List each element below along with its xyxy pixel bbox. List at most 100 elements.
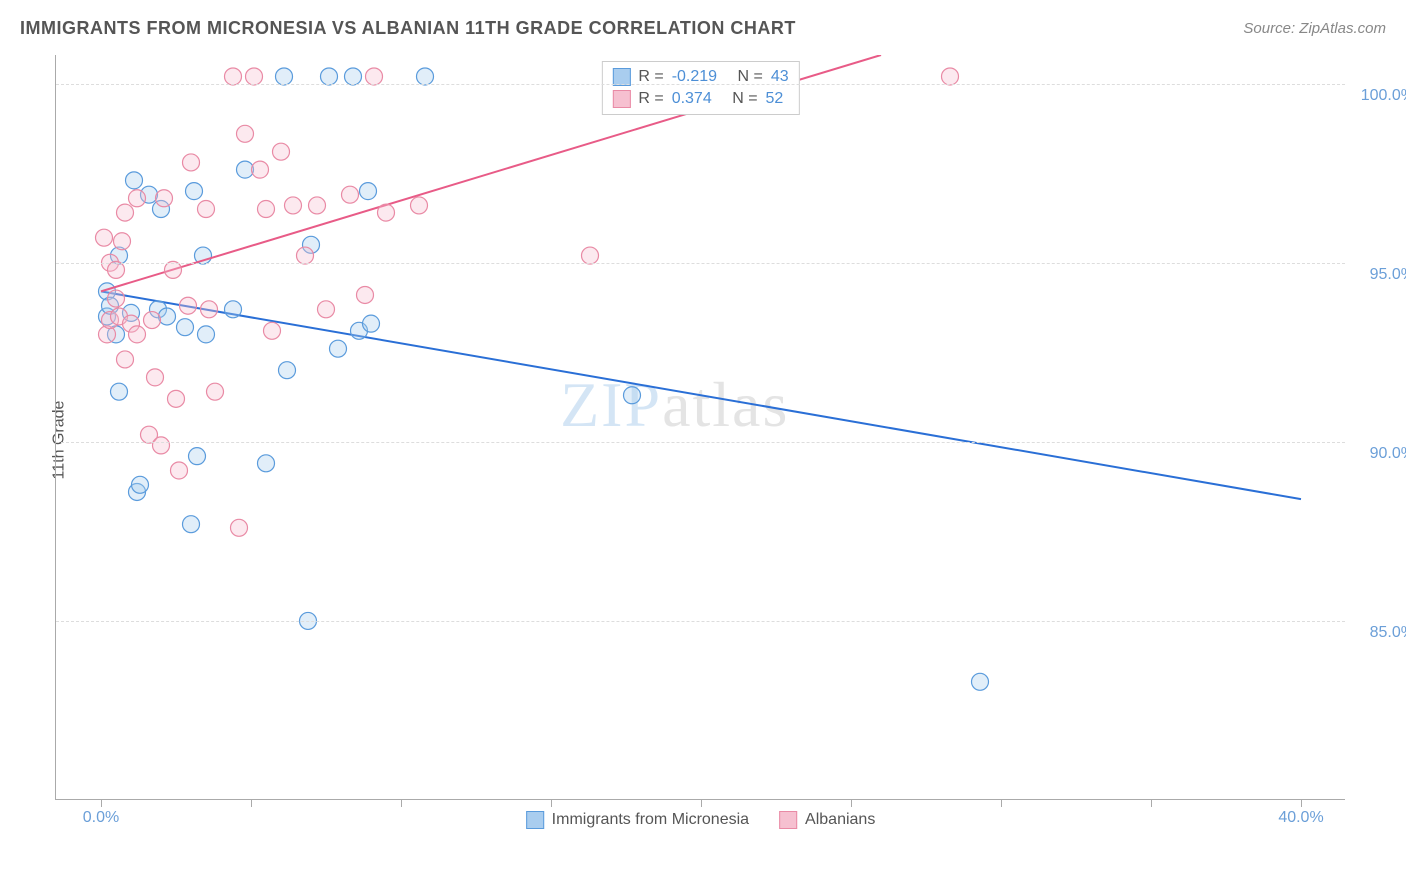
- x-tick-label: 40.0%: [1278, 809, 1323, 827]
- x-tick: [101, 799, 102, 807]
- data-point-albanians: [168, 390, 185, 407]
- data-point-albanians: [147, 369, 164, 386]
- data-point-albanians: [180, 297, 197, 314]
- gridline-h: [56, 263, 1345, 264]
- data-point-albanians: [129, 190, 146, 207]
- data-point-albanians: [357, 286, 374, 303]
- x-tick-label: 0.0%: [83, 809, 119, 827]
- data-point-micronesia: [276, 68, 293, 85]
- data-point-micronesia: [183, 516, 200, 533]
- legend-item-micronesia: Immigrants from Micronesia: [526, 811, 749, 829]
- x-tick: [1151, 799, 1152, 807]
- legend-row-albanians: R = 0.374 N = 52: [612, 88, 788, 110]
- data-point-micronesia: [132, 476, 149, 493]
- source-prefix: Source:: [1243, 20, 1299, 37]
- data-point-micronesia: [417, 68, 434, 85]
- source-name: ZipAtlas.com: [1299, 20, 1386, 37]
- data-point-albanians: [264, 322, 281, 339]
- data-point-micronesia: [258, 455, 275, 472]
- data-point-albanians: [153, 437, 170, 454]
- data-point-albanians: [114, 233, 131, 250]
- swatch-micronesia-icon: [526, 811, 544, 829]
- x-tick: [701, 799, 702, 807]
- scatter-svg: [56, 55, 1346, 800]
- data-point-micronesia: [177, 319, 194, 336]
- data-point-albanians: [207, 383, 224, 400]
- legend-n-label: N =: [732, 90, 757, 108]
- data-point-albanians: [318, 301, 335, 318]
- data-point-micronesia: [321, 68, 338, 85]
- data-point-albanians: [273, 143, 290, 160]
- data-point-albanians: [117, 351, 134, 368]
- data-point-micronesia: [198, 326, 215, 343]
- data-point-micronesia: [126, 172, 143, 189]
- data-point-albanians: [252, 161, 269, 178]
- data-point-micronesia: [225, 301, 242, 318]
- data-point-albanians: [171, 462, 188, 479]
- data-point-albanians: [183, 154, 200, 171]
- data-point-albanians: [285, 197, 302, 214]
- swatch-albanians-icon: [779, 811, 797, 829]
- legend-r-label: R =: [638, 90, 663, 108]
- data-point-micronesia: [345, 68, 362, 85]
- data-point-albanians: [117, 204, 134, 221]
- legend-series-box: Immigrants from Micronesia Albanians: [526, 811, 876, 829]
- x-tick: [551, 799, 552, 807]
- data-point-albanians: [378, 204, 395, 221]
- data-point-albanians: [366, 68, 383, 85]
- y-tick-label: 90.0%: [1370, 445, 1406, 463]
- legend-r-value-albanians: 0.374: [672, 90, 712, 108]
- data-point-albanians: [411, 197, 428, 214]
- data-point-albanians: [108, 290, 125, 307]
- data-point-albanians: [246, 68, 263, 85]
- y-tick-label: 95.0%: [1370, 266, 1406, 284]
- data-point-albanians: [942, 68, 959, 85]
- data-point-albanians: [144, 312, 161, 329]
- legend-correlation-box: R = -0.219 N = 43 R = 0.374 N = 52: [601, 61, 799, 115]
- data-point-albanians: [237, 125, 254, 142]
- data-point-albanians: [231, 519, 248, 536]
- data-point-albanians: [201, 301, 218, 318]
- data-point-micronesia: [186, 183, 203, 200]
- regression-line-micronesia: [101, 291, 1301, 499]
- data-point-albanians: [108, 261, 125, 278]
- legend-item-albanians: Albanians: [779, 811, 875, 829]
- data-point-micronesia: [624, 387, 641, 404]
- legend-row-micronesia: R = -0.219 N = 43: [612, 66, 788, 88]
- data-point-albanians: [258, 201, 275, 218]
- x-tick: [1001, 799, 1002, 807]
- legend-n-value-albanians: 52: [766, 90, 784, 108]
- gridline-h: [56, 442, 1345, 443]
- data-point-albanians: [225, 68, 242, 85]
- plot-wrap: 11th Grade ZIPatlas R = -0.219 N = 43 R …: [55, 55, 1365, 825]
- data-point-micronesia: [189, 448, 206, 465]
- data-point-micronesia: [972, 673, 989, 690]
- data-point-micronesia: [360, 183, 377, 200]
- y-tick-label: 100.0%: [1361, 87, 1406, 105]
- x-tick: [251, 799, 252, 807]
- legend-label-albanians: Albanians: [805, 811, 875, 829]
- data-point-albanians: [309, 197, 326, 214]
- chart-source: Source: ZipAtlas.com: [1243, 20, 1386, 37]
- data-point-albanians: [156, 190, 173, 207]
- x-tick: [1301, 799, 1302, 807]
- gridline-h: [56, 621, 1345, 622]
- plot-area: ZIPatlas R = -0.219 N = 43 R = 0.374 N =…: [55, 55, 1345, 800]
- data-point-micronesia: [159, 308, 176, 325]
- data-point-albanians: [96, 229, 113, 246]
- gridline-h: [56, 84, 1345, 85]
- x-tick: [851, 799, 852, 807]
- x-tick: [401, 799, 402, 807]
- legend-label-micronesia: Immigrants from Micronesia: [552, 811, 749, 829]
- data-point-albanians: [129, 326, 146, 343]
- swatch-albanians-icon: [612, 90, 630, 108]
- data-point-albanians: [582, 247, 599, 264]
- y-tick-label: 85.0%: [1370, 624, 1406, 642]
- chart-title: IMMIGRANTS FROM MICRONESIA VS ALBANIAN 1…: [20, 18, 796, 39]
- data-point-albanians: [165, 261, 182, 278]
- data-point-albanians: [297, 247, 314, 264]
- data-point-micronesia: [363, 315, 380, 332]
- chart-header: IMMIGRANTS FROM MICRONESIA VS ALBANIAN 1…: [20, 18, 1386, 39]
- data-point-albanians: [342, 186, 359, 203]
- data-point-micronesia: [111, 383, 128, 400]
